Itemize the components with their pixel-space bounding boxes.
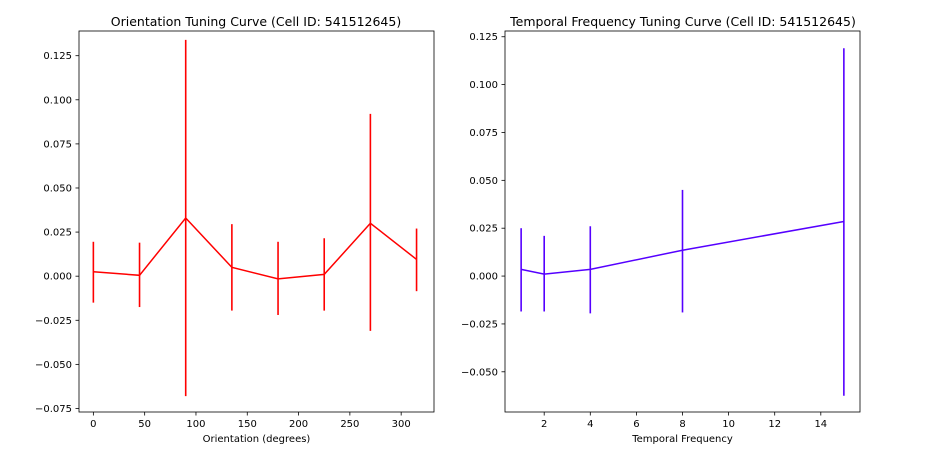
- orientation-x-axis-label: Orientation (degrees): [203, 434, 311, 445]
- temporal-frequency-x-tick-label: 6: [633, 419, 639, 430]
- orientation-y-tick-label: 0.075: [43, 139, 72, 150]
- orientation-x-tick-label: 0: [90, 419, 96, 430]
- orientation-x-tick-label: 300: [392, 419, 411, 430]
- temporal-frequency-x-tick-label: 14: [814, 419, 827, 430]
- orientation-y-tick-label: −0.075: [35, 404, 72, 415]
- orientation-x-tick-label: 200: [289, 419, 308, 430]
- temporal-frequency-y-tick-label: 0.125: [469, 32, 498, 43]
- orientation-y-tick-label: 0.125: [43, 51, 72, 62]
- temporal-frequency-x-tick-label: 4: [587, 419, 593, 430]
- orientation-y-tick-label: 0.000: [43, 272, 72, 283]
- orientation-chart: Orientation Tuning Curve (Cell ID: 54151…: [35, 14, 435, 445]
- temporal-frequency-y-tick-label: 0.075: [469, 128, 498, 139]
- orientation-x-tick-label: 100: [186, 419, 205, 430]
- orientation-x-tick-label: 50: [138, 419, 151, 430]
- temporal-frequency-x-tick-label: 10: [722, 419, 735, 430]
- temporal-frequency-chart-title: Temporal Frequency Tuning Curve (Cell ID…: [509, 14, 856, 29]
- temporal-frequency-y-tick-label: 0.000: [469, 272, 498, 283]
- temporal-frequency-y-tick-label: 0.100: [469, 80, 498, 91]
- orientation-y-tick-label: −0.050: [35, 360, 72, 371]
- temporal-frequency-x-tick-label: 8: [679, 419, 685, 430]
- orientation-y-tick-label: 0.100: [43, 95, 72, 106]
- orientation-x-tick-label: 150: [238, 419, 257, 430]
- orientation-y-tick-label: −0.025: [35, 316, 72, 327]
- temporal-frequency-x-tick-label: 12: [768, 419, 781, 430]
- temporal-frequency-y-tick-label: −0.050: [461, 367, 498, 378]
- temporal-frequency-y-tick-label: 0.050: [469, 176, 498, 187]
- temporal-frequency-y-tick-label: −0.025: [461, 319, 498, 330]
- temporal-frequency-x-axis-label: Temporal Frequency: [631, 434, 733, 445]
- temporal-frequency-y-tick-label: 0.025: [469, 224, 498, 235]
- orientation-plot-frame: [78, 30, 435, 413]
- orientation-x-tick-label: 250: [340, 419, 359, 430]
- orientation-chart-title: Orientation Tuning Curve (Cell ID: 54151…: [111, 14, 401, 29]
- temporal-frequency-plot-frame: [504, 30, 861, 413]
- orientation-tuning-line: [93, 216, 418, 280]
- temporal-frequency-chart: Temporal Frequency Tuning Curve (Cell ID…: [461, 14, 861, 445]
- orientation-y-tick-label: 0.050: [43, 183, 72, 194]
- orientation-y-tick-label: 0.025: [43, 228, 72, 239]
- temporal-frequency-x-tick-label: 2: [541, 419, 547, 430]
